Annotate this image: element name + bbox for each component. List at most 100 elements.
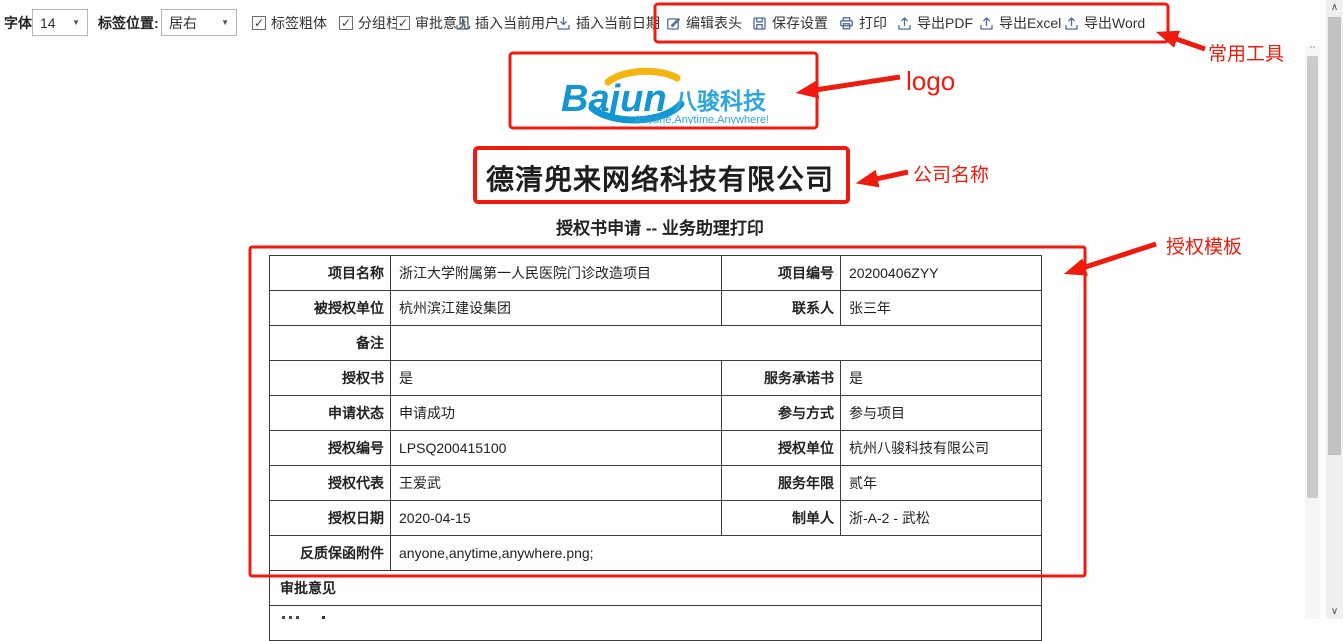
field-label: 服务承诺书 [721,360,841,396]
template-annotation-label: 授权模板 [1166,236,1242,258]
field-value: 杭州八骏科技有限公司 [840,430,1042,466]
field-label: 授权编号 [269,430,391,466]
checkbox-label-bold[interactable]: ✓ 标签粗体 [252,0,327,46]
button-label: 编辑表头 [686,15,742,31]
field-value: 浙江大学附属第一人民医院门诊改造项目 [390,255,722,291]
clipped-row [269,605,1042,641]
label-position-select[interactable]: 居右 ▼ [161,9,237,36]
table-row: 授权编号 LPSQ200415100 授权单位 杭州八骏科技有限公司 [269,430,1042,466]
content-scrollbar[interactable]: ∧ [1305,38,1320,619]
export-word-button[interactable]: 导出Word [1064,0,1145,46]
template-arrow [1063,241,1157,276]
logo-tagline: Anyone,Anytime,Anywhere! [634,114,768,124]
checkbox-group-bar[interactable]: ✓ 分组栏 [339,0,400,46]
printer-icon [840,16,853,29]
chevron-down-icon: ▼ [72,18,80,27]
font-label: 字体: [4,15,37,31]
table-row: 授权书 是 服务承诺书 是 [269,360,1042,396]
logo-arrow [795,74,901,99]
field-label: 反质保函附件 [269,535,391,571]
checkbox-checked-icon[interactable]: ✓ [396,16,410,30]
table-row: 授权日期 2020-04-15 制单人 浙-A-2 - 武松 [269,500,1042,536]
field-value: 浙-A-2 - 武松 [840,500,1042,536]
field-value: 2020-04-15 [390,500,722,536]
field-value [390,325,1042,361]
field-label: 授权单位 [721,430,841,466]
font-size-select[interactable]: 14 ▼ [32,9,88,36]
authorization-table: 项目名称 浙江大学附属第一人民医院门诊改造项目 项目编号 20200406ZYY… [269,255,1042,641]
label-position-value: 居右 [169,14,197,31]
field-value: 贰年 [840,465,1042,501]
field-label: 申请状态 [269,395,391,431]
save-settings-button[interactable]: 保存设置 [752,0,828,46]
export-icon [1065,16,1078,30]
button-label: 导出Excel [999,15,1062,31]
field-value: 参与项目 [840,395,1042,431]
chevron-down-icon: ▼ [221,18,229,27]
insert-current-user-button[interactable]: 插入当前用户 [455,0,559,46]
table-row: 备注 [269,325,1042,361]
checkbox-checked-icon[interactable]: ✓ [252,16,266,30]
button-label: 导出PDF [917,15,973,31]
browser-scrollbar[interactable]: ∧ ∨ [1326,0,1343,619]
field-label: 授权书 [269,360,391,396]
field-value: 杭州滨江建设集团 [390,290,722,326]
export-pdf-button[interactable]: 导出PDF [897,0,973,46]
company-logo: Bajun 八骏科技 Anyone,Anytime,Anywhere! [556,66,769,126]
export-icon [980,16,993,30]
field-label: 制单人 [721,500,841,536]
checkbox-label: 分组栏 [358,15,400,31]
print-button[interactable]: 打印 [839,0,887,46]
scrollbar-thumb[interactable] [1328,17,1341,455]
field-label: 参与方式 [721,395,841,431]
field-label: 项目名称 [269,255,391,291]
field-label: 联系人 [721,290,841,326]
field-value: 20200406ZYY [840,255,1042,291]
edit-header-button[interactable]: 编辑表头 [666,0,742,46]
logo-annotation-label: logo [906,66,955,96]
field-label: 备注 [269,325,391,361]
company-name-heading: 德清兜来网络科技有限公司 [485,164,834,195]
table-row: 反质保函附件 anyone,anytime,anywhere.png; [269,535,1042,571]
label-position-label: 标签位置: [98,15,159,31]
field-label: 授权日期 [269,500,391,536]
button-label: 导出Word [1084,15,1146,31]
scroll-down-icon[interactable]: ∨ [1330,606,1339,617]
table-row: 授权代表 王爱武 服务年限 贰年 [269,465,1042,501]
export-excel-button[interactable]: 导出Excel [979,0,1061,46]
common-tools-annotation-label: 常用工具 [1208,43,1284,65]
field-label: 被授权单位 [269,290,391,326]
save-icon [753,16,766,30]
document-title: 授权书申请 -- 业务助理打印 [556,219,764,238]
edit-icon [667,17,680,30]
font-size-value: 14 [40,14,56,31]
field-label: 服务年限 [721,465,841,501]
button-label: 保存设置 [772,15,828,31]
table-row: 项目名称 浙江大学附属第一人民医院门诊改造项目 项目编号 20200406ZYY [269,255,1042,291]
scrollbar-thumb[interactable] [1307,56,1318,498]
logo-brand-cn-text: 八骏科技 [674,88,767,114]
field-value: LPSQ200415100 [390,430,722,466]
toolbar: 字体: 14 ▼ 标签位置: 居右 ▼ ✓ 标签粗体 ✓ 分组栏 ✓ 审批意见 … [0,0,1343,46]
table-row: 申请状态 申请成功 参与方式 参与项目 [269,395,1042,431]
field-value: 是 [840,360,1042,396]
button-label: 插入当前用户 [475,15,559,31]
insert-current-date-button[interactable]: 插入当前日期 [556,0,660,46]
approval-section-header: 审批意见 [269,570,1042,606]
checkbox-checked-icon[interactable]: ✓ [339,16,353,30]
approval-section-row: 审批意见 [269,570,1042,606]
export-icon [898,16,911,30]
clipped-row-text [282,616,285,619]
field-label: 授权代表 [269,465,391,501]
field-value: 张三年 [840,290,1042,326]
field-value: 申请成功 [390,395,722,431]
field-value: 是 [390,360,722,396]
company-annotation-label: 公司名称 [913,164,989,186]
scroll-up-icon[interactable]: ∧ [1330,2,1339,13]
download-icon [456,16,469,30]
button-label: 插入当前日期 [576,15,660,31]
field-value: 王爱武 [390,465,722,501]
table-row-partial [269,605,1042,641]
button-label: 打印 [859,15,887,31]
field-label: 项目编号 [721,255,841,291]
